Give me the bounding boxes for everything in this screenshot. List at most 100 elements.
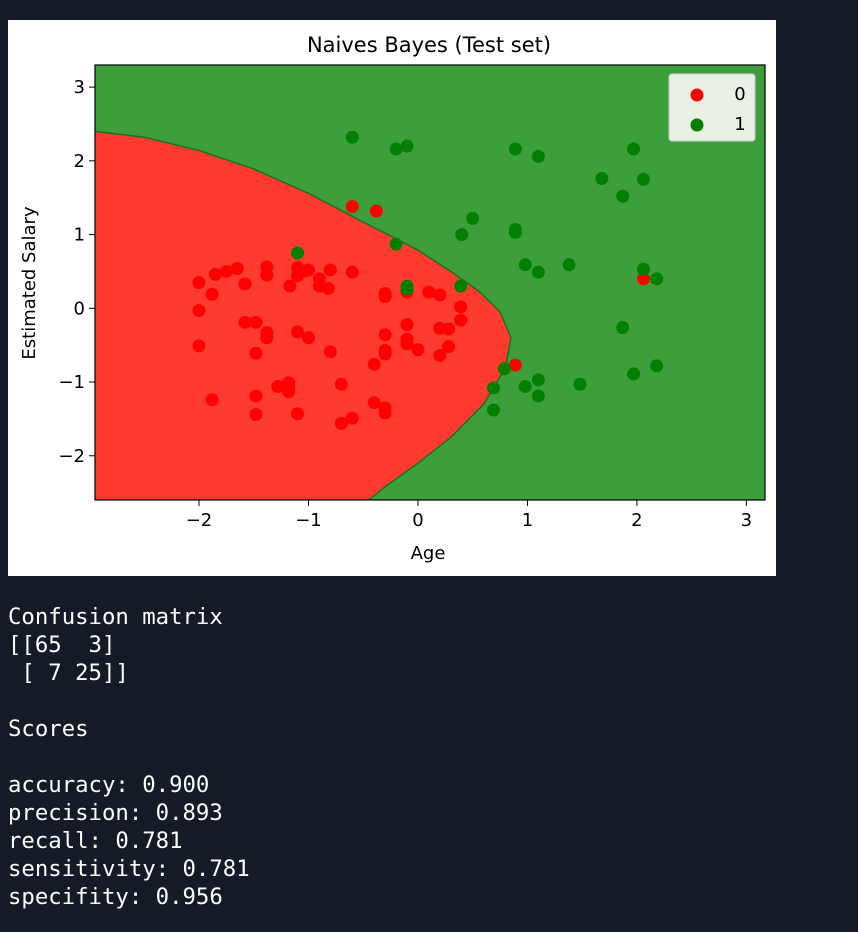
- data-point-class-0: [345, 265, 359, 279]
- data-point-class-0: [238, 315, 252, 329]
- data-point-class-0: [334, 377, 348, 391]
- data-point-class-0: [249, 315, 263, 329]
- data-point-class-0: [334, 416, 348, 430]
- x-tick-label: 2: [631, 510, 642, 531]
- data-point-class-1: [531, 265, 545, 279]
- data-point-class-0: [192, 276, 206, 289]
- data-point-class-0: [433, 288, 447, 302]
- data-point-class-0: [454, 313, 468, 327]
- data-point-class-0: [291, 407, 305, 421]
- chart-figure: −2 −1 0 1 2 3 −2 −1 0 1 2 3 Naives Bayes (Test set)…: [8, 20, 776, 576]
- chart-title: Naives Bayes (Test set): [307, 33, 551, 57]
- data-point-class-0: [508, 358, 522, 372]
- data-point-class-1: [508, 142, 522, 156]
- data-point-class-1: [518, 258, 532, 272]
- data-point-class-0: [636, 272, 650, 286]
- data-point-class-1: [389, 237, 403, 251]
- scatter-points: [192, 130, 664, 430]
- x-tick-label: −2: [186, 510, 213, 531]
- data-point-class-0: [301, 263, 315, 277]
- chart-legend: 0 1: [668, 73, 756, 142]
- data-point-class-0: [282, 385, 296, 399]
- data-point-class-1: [466, 211, 480, 225]
- data-point-class-1: [497, 362, 511, 376]
- data-point-class-1: [531, 389, 545, 403]
- data-point-class-1: [400, 279, 414, 293]
- legend-label-class-0: 0: [734, 84, 745, 105]
- data-point-class-0: [378, 406, 392, 420]
- data-point-class-1: [345, 130, 359, 144]
- console-line: [8, 687, 250, 715]
- data-point-class-0: [400, 318, 414, 332]
- x-tick-label: 0: [412, 510, 423, 531]
- y-tick-label: 0: [74, 298, 85, 319]
- data-point-class-1: [531, 373, 545, 387]
- y-axis-label: Estimated Salary: [19, 206, 40, 360]
- data-point-class-0: [260, 268, 274, 282]
- data-point-class-1: [389, 142, 403, 156]
- data-point-class-1: [454, 279, 468, 293]
- data-point-class-0: [378, 328, 392, 342]
- console-line: Scores: [8, 716, 89, 742]
- plot-frame: [94, 64, 766, 501]
- data-point-class-1: [518, 379, 532, 393]
- data-point-class-0: [411, 343, 425, 357]
- legend-marker-class-1: [690, 118, 704, 132]
- x-tick-label: 3: [741, 510, 752, 531]
- data-point-class-0: [400, 337, 414, 351]
- console-output: Confusion matrix [[65 3] [ 7 25]] Scores ac…: [8, 603, 250, 911]
- data-point-class-0: [260, 331, 274, 345]
- console-line: [[65 3]: [8, 632, 116, 658]
- data-point-class-1: [531, 149, 545, 163]
- data-point-class-0: [238, 277, 252, 291]
- data-point-class-1: [508, 225, 522, 239]
- data-point-class-1: [650, 359, 664, 373]
- data-point-class-0: [367, 396, 381, 410]
- data-point-class-0: [422, 285, 436, 299]
- data-point-class-1: [627, 142, 641, 156]
- data-point-class-1: [486, 381, 500, 395]
- data-point-class-1: [616, 320, 630, 334]
- data-point-class-0: [378, 290, 392, 304]
- data-point-class-1: [636, 262, 650, 276]
- y-tick-label: 3: [74, 77, 85, 98]
- data-point-class-0: [454, 300, 468, 314]
- data-point-class-0: [192, 339, 206, 353]
- data-point-class-1: [627, 367, 641, 381]
- data-point-class-0: [323, 263, 337, 277]
- data-point-class-1: [573, 377, 587, 391]
- legend-marker-class-0: [690, 88, 704, 102]
- data-point-class-0: [249, 389, 263, 403]
- data-point-class-1: [486, 403, 500, 417]
- data-point-class-0: [208, 267, 222, 281]
- legend-label-class-1: 1: [734, 114, 745, 135]
- legend-box: [668, 73, 756, 142]
- console-line: accuracy: 0.900: [8, 772, 210, 798]
- decision-boundary: [95, 130, 512, 500]
- data-point-class-0: [249, 407, 263, 421]
- console-line: [ 7 25]]: [8, 660, 129, 686]
- data-point-class-1: [595, 172, 609, 186]
- data-point-class-0: [291, 325, 305, 339]
- data-point-class-1: [400, 139, 414, 153]
- data-point-class-0: [230, 261, 244, 275]
- y-tick-label: 1: [74, 225, 85, 246]
- axis-ticks: −2 −1 0 1 2 3 −2 −1 0 1 2 3: [58, 77, 752, 531]
- data-point-class-0: [321, 281, 335, 295]
- console-line: precision: 0.893: [8, 800, 223, 826]
- console-line: sensitivity: 0.781: [8, 856, 250, 882]
- data-point-class-0: [205, 287, 219, 301]
- data-point-class-1: [562, 258, 576, 272]
- data-point-class-0: [312, 272, 326, 286]
- data-point-class-0: [378, 347, 392, 361]
- y-tick-label: 2: [74, 151, 85, 172]
- data-point-class-0: [301, 331, 315, 345]
- data-point-class-0: [283, 279, 297, 293]
- data-point-class-0: [442, 322, 456, 336]
- data-point-class-0: [192, 304, 206, 318]
- console-line: [8, 743, 250, 771]
- data-point-class-0: [205, 393, 219, 407]
- y-tick-label: −1: [58, 372, 85, 393]
- data-point-class-1: [616, 189, 630, 203]
- region-class-0: [95, 131, 512, 500]
